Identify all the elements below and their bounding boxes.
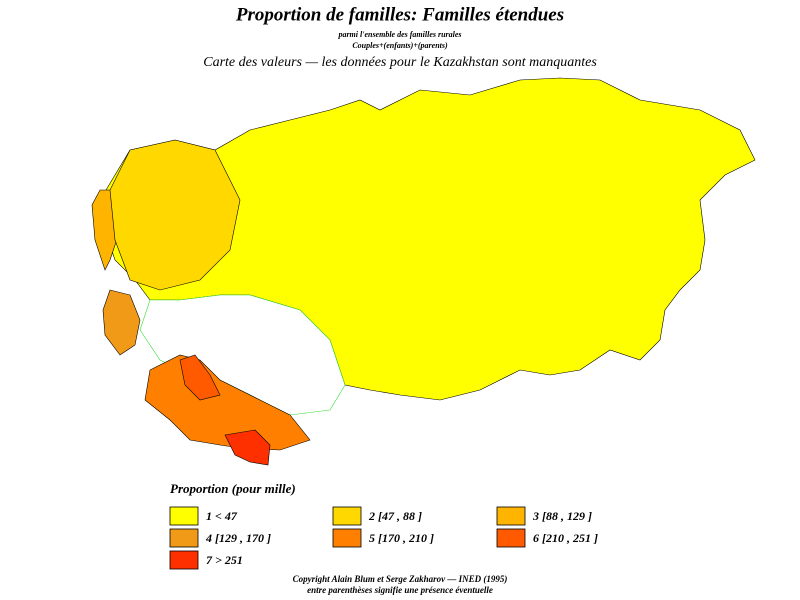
legend-swatch <box>332 528 362 548</box>
legend-label: 4 [129 , 170 ] <box>205 531 271 545</box>
legend-label: 5 [170 , 210 ] <box>369 531 434 545</box>
legend-label: 2 [47 , 88 ] <box>368 509 422 523</box>
region <box>179 354 221 401</box>
legend-label: 3 [88 , 129 ] <box>532 509 592 523</box>
legend-swatch <box>169 528 199 548</box>
legend-swatch <box>496 528 526 548</box>
footer: Copyright Alain Blum et Serge Zakharov —… <box>293 574 508 584</box>
title: Proportion de familles: Familles étendue… <box>235 4 564 25</box>
caption: Carte des valeurs — les données pour le … <box>203 55 597 70</box>
legend-label: 6 [210 , 251 ] <box>533 531 598 545</box>
region <box>224 429 271 466</box>
subtitle: parmi l'ensemble des familles rurales <box>337 30 461 39</box>
legend-swatch <box>169 550 199 570</box>
map <box>91 77 756 466</box>
subtitle: Couples+(enfants)+(parents) <box>352 41 448 50</box>
footer: entre parenthèses signifie une présence … <box>307 585 493 595</box>
legend-label: 7 > 251 <box>206 553 243 567</box>
legend-swatch <box>169 506 199 526</box>
legend-title: Proportion (pour mille) <box>170 481 296 496</box>
legend: 1 < 47 2 [47 , 88 ] 3 [88 , 129 ] 4 [129 , … <box>169 506 598 570</box>
legend-swatch <box>496 506 526 526</box>
legend-swatch <box>332 506 362 526</box>
region <box>102 289 141 356</box>
region <box>109 139 241 291</box>
legend-label: 1 < 47 <box>206 509 238 523</box>
